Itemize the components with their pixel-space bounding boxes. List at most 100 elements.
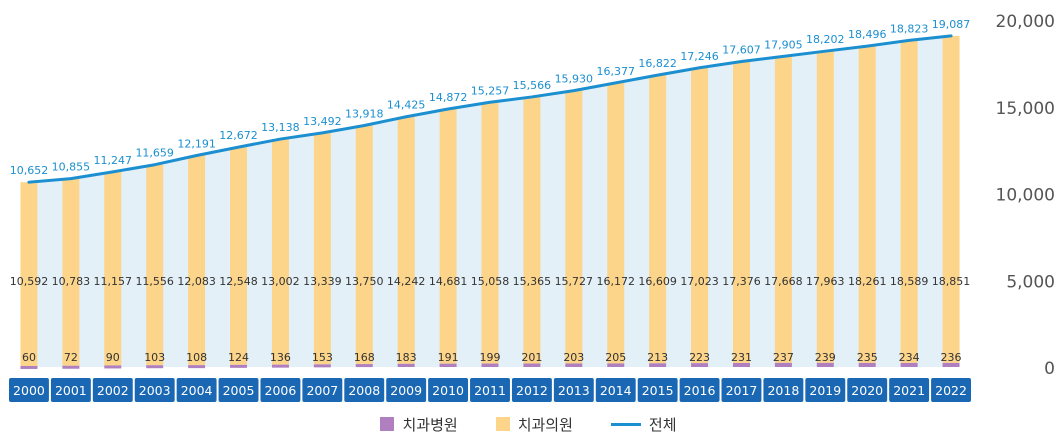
label-total-2001: 10,855 — [52, 161, 91, 174]
label-dental-clinic-2012: 15,365 — [513, 275, 552, 288]
x-tick-label-2022: 2022 — [935, 383, 967, 398]
chart: 10,652 10,592 60 10,855 10,783 72 11,247 11,157… — [9, 12, 1055, 402]
x-tick-label-2016: 2016 — [684, 383, 716, 398]
bar-dental-clinic-2014 — [607, 82, 625, 364]
year-box-2013 — [553, 378, 594, 402]
bar-dental-hospital-2006 — [271, 364, 289, 368]
year-box-2005 — [218, 378, 259, 402]
bar-dental-clinic-2020 — [858, 46, 876, 363]
bar-dental-clinic-2018 — [774, 56, 792, 363]
year-box-2014 — [595, 378, 636, 402]
label-dental-hospital-2021: 234 — [899, 351, 920, 364]
year-box-2001 — [50, 378, 91, 402]
label-dental-hospital-2013: 203 — [563, 351, 584, 364]
year-box-2012 — [511, 378, 552, 402]
label-total-2012: 15,566 — [513, 79, 552, 92]
label-dental-hospital-2006: 136 — [270, 351, 291, 364]
legend-label-dental-clinic: 치과의원 — [517, 415, 573, 434]
label-dental-clinic-2011: 15,058 — [471, 275, 510, 288]
legend-swatch-dental-clinic — [495, 417, 510, 431]
legend-item-dental-clinic: 치과의원 — [495, 414, 573, 435]
bar-dental-clinic-2015 — [649, 75, 667, 364]
bar-dental-hospital-2004 — [188, 365, 206, 369]
y-tick-label-10000: 10,000 — [996, 186, 1055, 206]
year-box-2016 — [679, 378, 720, 402]
label-dental-hospital-2019: 239 — [815, 351, 836, 364]
label-dental-clinic-2000: 10,592 — [10, 275, 49, 288]
bar-dental-clinic-2004 — [188, 155, 206, 366]
label-dental-hospital-2011: 199 — [480, 351, 501, 364]
bar-dental-hospital-2014 — [607, 363, 625, 367]
bar-dental-clinic-2012 — [523, 96, 541, 364]
label-dental-clinic-2019: 17,963 — [806, 275, 845, 288]
label-dental-clinic-2018: 17,668 — [764, 275, 803, 288]
year-box-2004 — [176, 378, 217, 402]
bar-dental-hospital-2020 — [858, 362, 876, 367]
legend-label-total: 전체 — [648, 415, 677, 434]
bar-dental-clinic-2016 — [691, 67, 709, 364]
x-tick-label-2020: 2020 — [851, 383, 883, 398]
label-total-2003: 11,659 — [135, 147, 174, 160]
x-tick-label-2010: 2010 — [432, 383, 464, 398]
bar-dental-clinic-2007 — [313, 132, 331, 365]
bar-dental-clinic-2010 — [439, 108, 457, 364]
legend: 치과병원 치과의원 전체 — [0, 410, 1057, 438]
year-box-2019 — [805, 378, 846, 402]
year-box-2000 — [9, 378, 49, 402]
label-dental-clinic-2020: 18,261 — [848, 275, 887, 288]
label-dental-clinic-2001: 10,783 — [52, 275, 91, 288]
x-tick-label-2008: 2008 — [348, 383, 380, 398]
label-dental-hospital-2000: 60 — [22, 351, 36, 364]
bar-dental-clinic-2021 — [900, 40, 918, 363]
x-tick-label-2013: 2013 — [558, 383, 590, 398]
label-total-2020: 18,496 — [848, 28, 887, 41]
year-box-2022 — [931, 378, 971, 402]
bar-dental-clinic-2005 — [230, 147, 248, 365]
bar-dental-hospital-2015 — [649, 363, 667, 367]
bar-dental-clinic-2019 — [816, 51, 834, 363]
bar-dental-hospital-2005 — [230, 364, 248, 368]
y-tick-label-20000: 20,000 — [996, 12, 1055, 32]
label-dental-clinic-2016: 17,023 — [680, 275, 719, 288]
y-tick-label-0: 0 — [1044, 359, 1055, 379]
label-dental-hospital-2014: 205 — [605, 351, 626, 364]
x-tick-label-2012: 2012 — [516, 383, 548, 398]
label-total-2011: 15,257 — [471, 84, 510, 97]
label-total-2002: 11,247 — [94, 154, 133, 167]
label-dental-hospital-2020: 235 — [857, 351, 878, 364]
x-tick-label-2002: 2002 — [97, 383, 129, 398]
x-tick-label-2005: 2005 — [223, 383, 255, 398]
label-dental-hospital-2008: 168 — [354, 351, 375, 364]
label-total-2018: 17,905 — [764, 38, 803, 51]
year-box-2018 — [763, 378, 804, 402]
x-tick-label-2007: 2007 — [306, 383, 338, 398]
year-box-2015 — [637, 378, 678, 402]
label-dental-clinic-2013: 15,727 — [555, 275, 594, 288]
label-total-2021: 18,823 — [890, 22, 929, 35]
bar-dental-hospital-2016 — [691, 363, 709, 367]
label-dental-clinic-2017: 17,376 — [722, 275, 761, 288]
bar-dental-hospital-2013 — [565, 363, 583, 367]
bar-dental-hospital-2019 — [816, 362, 834, 367]
year-box-2011 — [470, 378, 510, 402]
label-dental-hospital-2015: 213 — [647, 351, 668, 364]
legend-label-dental-hospital: 치과병원 — [402, 415, 458, 434]
year-box-2020 — [847, 378, 888, 402]
x-tick-label-2018: 2018 — [767, 383, 799, 398]
bar-dental-clinic-2002 — [104, 171, 122, 366]
label-dental-hospital-2001: 72 — [64, 351, 78, 364]
label-dental-hospital-2010: 191 — [438, 351, 459, 364]
x-tick-label-2021: 2021 — [893, 383, 925, 398]
label-dental-clinic-2007: 13,339 — [303, 275, 342, 288]
year-box-2010 — [428, 378, 469, 402]
label-total-2022: 19,087 — [932, 18, 971, 31]
label-total-2019: 18,202 — [806, 33, 845, 46]
legend-swatch-dental-hospital — [380, 417, 395, 431]
line-total — [27, 34, 953, 184]
year-box-2002 — [92, 378, 133, 402]
label-total-2007: 13,492 — [303, 115, 342, 128]
x-tick-label-2017: 2017 — [726, 383, 758, 398]
label-total-2000: 10,652 — [10, 164, 49, 177]
bar-dental-hospital-2010 — [439, 363, 457, 367]
bar-dental-hospital-2009 — [397, 363, 415, 367]
